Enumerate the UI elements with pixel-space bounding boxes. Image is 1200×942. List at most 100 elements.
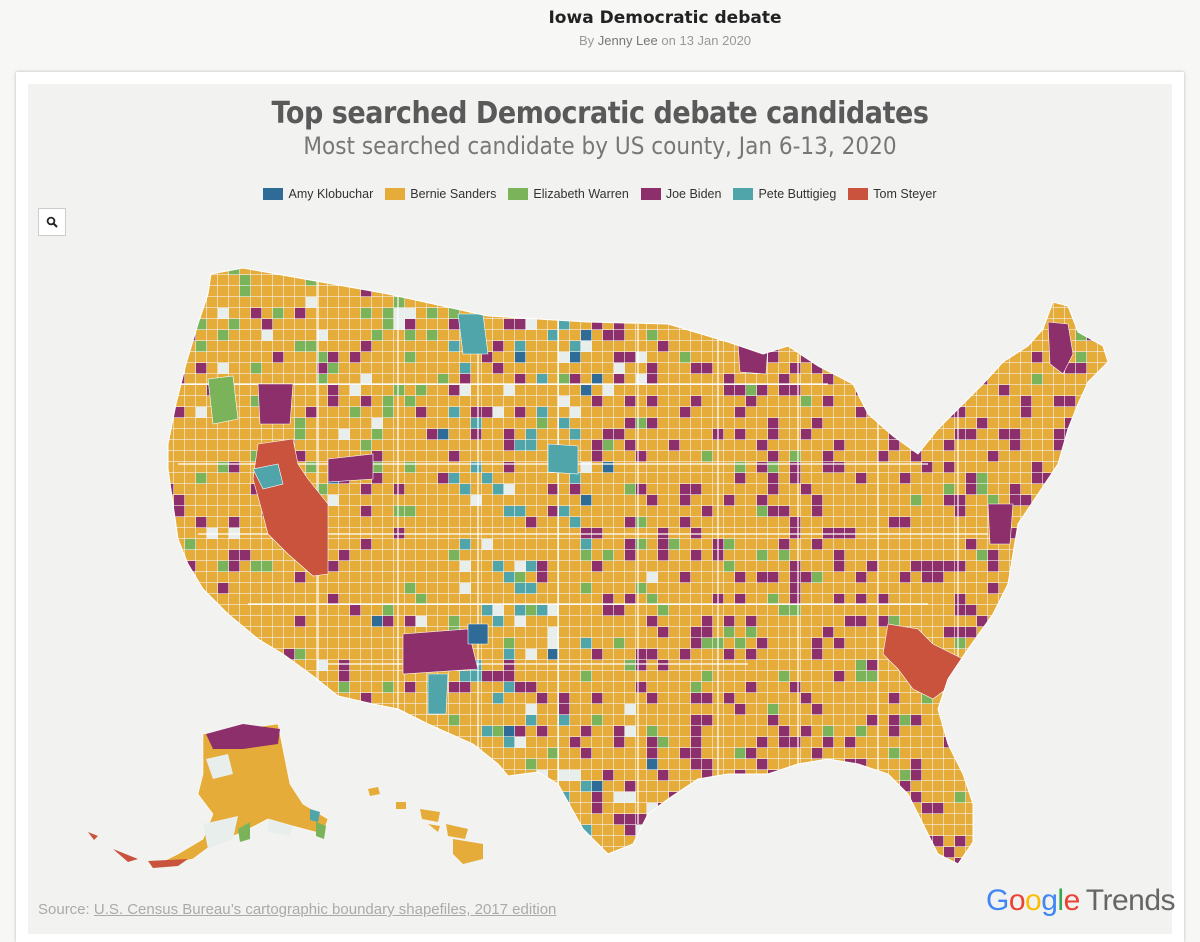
county-cell <box>746 737 757 748</box>
county-cell <box>735 528 746 539</box>
county-cell <box>306 759 317 770</box>
county-cell <box>647 737 658 748</box>
county-cell <box>174 594 185 605</box>
county-cell <box>801 308 812 319</box>
county-cell <box>966 506 977 517</box>
county-cell <box>471 561 482 572</box>
county-cell <box>779 583 790 594</box>
zoom-button[interactable] <box>38 208 66 236</box>
county-cell <box>834 268 845 275</box>
county-cell <box>845 495 856 506</box>
county-cell <box>658 352 669 363</box>
county-cell <box>1032 847 1043 858</box>
county-cell <box>537 319 548 330</box>
county-cell <box>174 418 185 429</box>
county-cell <box>229 286 240 297</box>
county-cell <box>218 704 229 715</box>
county-cell <box>185 869 195 879</box>
county-cell <box>603 407 614 418</box>
county-cell <box>636 429 647 440</box>
county-cell <box>669 429 680 440</box>
county-cell <box>350 748 361 759</box>
legend-item[interactable]: Joe Biden <box>640 187 721 201</box>
us-county-map[interactable] <box>28 84 1172 934</box>
county-cell <box>999 847 1010 858</box>
county-cell <box>460 275 471 286</box>
county-cell <box>196 418 207 429</box>
county-cell <box>559 638 570 649</box>
county-cell <box>537 781 548 792</box>
county-cell <box>570 517 581 528</box>
county-cell <box>658 583 669 594</box>
county-cell <box>867 396 878 407</box>
county-cell <box>570 682 581 693</box>
county-cell <box>218 858 229 864</box>
legend-item[interactable]: Amy Klobuchar <box>263 187 373 201</box>
county-cell <box>779 792 790 803</box>
county-cell <box>658 605 669 616</box>
county-cell <box>680 363 691 374</box>
county-cell <box>185 803 196 814</box>
county-cell <box>174 803 185 814</box>
county-cell <box>460 583 471 594</box>
county-cell <box>482 484 493 495</box>
county-cell <box>834 671 845 682</box>
county-cell <box>724 385 735 396</box>
county-cell <box>812 484 823 495</box>
county-cell <box>438 341 449 352</box>
county-cell <box>614 616 625 627</box>
county-cell <box>537 330 548 341</box>
county-cell <box>1076 704 1087 715</box>
county-cell <box>526 693 537 704</box>
county-cell <box>207 341 218 352</box>
county-cell <box>1098 385 1108 396</box>
county-cell <box>1109 671 1119 681</box>
legend-label: Amy Klobuchar <box>288 187 374 201</box>
county-cell <box>614 451 625 462</box>
county-cell <box>911 539 922 550</box>
county-cell <box>295 407 306 418</box>
county-cell <box>658 715 669 726</box>
county-cell <box>383 561 394 572</box>
county-cell <box>570 627 581 638</box>
county-cell <box>262 627 273 638</box>
county-cell <box>845 440 856 451</box>
legend: Amy Klobuchar Bernie Sanders Elizabeth War… <box>28 187 1172 201</box>
county-cell <box>174 572 185 583</box>
county-cell <box>328 308 339 319</box>
county-cell <box>889 539 900 550</box>
county-cell <box>658 374 669 385</box>
county-cell <box>1087 319 1098 330</box>
county-cell <box>988 407 999 418</box>
county-cell <box>746 330 757 341</box>
county-cell <box>999 704 1010 715</box>
legend-item[interactable]: Bernie Sanders <box>385 187 496 201</box>
source-link[interactable]: U.S. Census Bureau’s cartographic bounda… <box>93 901 557 918</box>
legend-item[interactable]: Pete Buttigieg <box>733 187 836 201</box>
county-cell <box>207 484 218 495</box>
county-cell <box>801 319 812 330</box>
legend-item[interactable]: Tom Steyer <box>848 187 937 201</box>
county-cell <box>757 682 768 693</box>
county-cell <box>394 726 405 737</box>
county-cell <box>944 550 955 561</box>
county-cell <box>284 594 295 605</box>
county-cell <box>922 297 933 308</box>
legend-item[interactable]: Elizabeth Warren <box>508 187 629 201</box>
county-cell <box>614 825 625 836</box>
county-cell <box>174 638 185 649</box>
county-cell <box>1010 638 1021 649</box>
county-cell <box>427 473 438 484</box>
county-cell <box>328 803 339 814</box>
county-cell <box>262 693 273 704</box>
county-cell <box>350 803 361 814</box>
author-link[interactable]: Jenny Lee <box>597 33 658 48</box>
county-cell <box>779 671 790 682</box>
county-cell <box>988 616 999 627</box>
county-cell <box>317 473 328 484</box>
county-cell <box>746 440 757 451</box>
county-cell <box>790 847 801 858</box>
county-cell <box>1010 473 1021 484</box>
county-cell <box>988 583 999 594</box>
county-cell <box>801 715 812 726</box>
